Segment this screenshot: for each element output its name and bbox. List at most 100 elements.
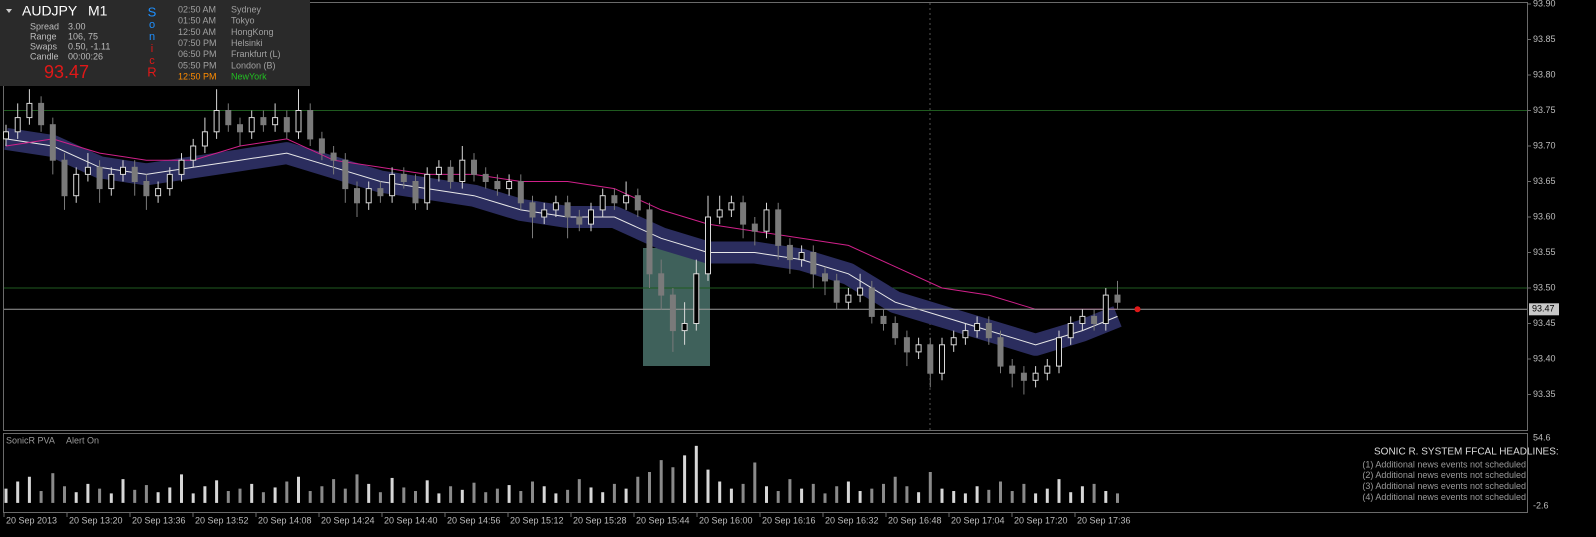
y-tick-label: 93.80	[1533, 69, 1556, 79]
session-name: NewYork	[231, 72, 267, 82]
candle-body	[634, 195, 641, 211]
candle-body	[997, 337, 1004, 367]
candle-body	[108, 173, 115, 190]
volume-bar	[320, 486, 324, 503]
candle-body	[857, 287, 864, 296]
candle-body	[541, 209, 548, 218]
volume-bar	[975, 486, 979, 503]
y-tick-label: 93.45	[1533, 318, 1556, 328]
candle-body	[1079, 315, 1086, 324]
candle-body	[248, 117, 255, 133]
volume-bar	[1034, 493, 1038, 503]
info-panel	[0, 0, 310, 86]
volume-bar	[706, 469, 710, 503]
candle-body	[892, 323, 899, 339]
panel-arrow	[6, 9, 12, 13]
volume-bar	[601, 492, 605, 503]
news-title: SONIC R. SYSTEM FFCAL HEADLINES:	[1374, 447, 1559, 458]
session-time: 01:50 AM	[178, 16, 216, 26]
volume-bar	[519, 491, 523, 503]
volume-bar	[308, 491, 312, 503]
series-layer	[3, 89, 1527, 395]
volume-bar	[718, 481, 722, 503]
candle-body	[471, 159, 477, 175]
volume-bar	[460, 489, 464, 503]
volume-bar	[203, 486, 207, 503]
candle-body	[73, 173, 80, 197]
volume-bar	[402, 487, 406, 503]
candle-body	[424, 173, 431, 204]
candle-body	[1091, 315, 1098, 324]
volume-bar	[1069, 492, 1073, 503]
volume-bar	[542, 486, 546, 503]
x-tick-label: 20 Sep 17:04	[951, 515, 1005, 525]
session-time: 12:50 PM	[178, 72, 217, 82]
volume-pane	[3, 433, 1528, 513]
volume-bar	[987, 489, 991, 503]
volume-bar	[893, 476, 897, 503]
candle-body	[658, 273, 665, 296]
volume-bar	[882, 483, 885, 503]
volume-bar	[870, 488, 874, 503]
candle-body	[962, 330, 969, 339]
candle-body	[1056, 337, 1062, 367]
candle-body	[143, 181, 150, 197]
info-label: Spread	[30, 21, 59, 31]
volume-bar	[109, 493, 113, 503]
x-tick-label: 20 Sep 14:24	[321, 515, 375, 525]
volume-bar	[16, 481, 20, 503]
candle-body	[552, 202, 559, 211]
x-tick-label: 20 Sep 16:00	[699, 515, 753, 525]
news-line: (2) Additional news events not scheduled	[1362, 470, 1526, 480]
x-tick-label: 20 Sep 14:56	[447, 515, 501, 525]
volume-bar	[788, 479, 792, 503]
volume-bar	[273, 487, 277, 503]
volume-bar	[437, 493, 441, 503]
candle-body	[213, 110, 220, 133]
session-name: Frankfurt (L)	[231, 49, 281, 59]
candle-body	[1044, 365, 1051, 374]
sonic-letter: i	[151, 43, 153, 55]
volume-bar	[180, 474, 183, 503]
y-tick-label: 93.50	[1533, 282, 1556, 292]
x-tick-label: 20 Sep 16:32	[825, 515, 879, 525]
x-tick-label: 20 Sep 13:36	[132, 515, 186, 525]
volume-bar	[484, 492, 488, 503]
volume-bar	[156, 492, 160, 503]
sonic-letter: c	[149, 55, 155, 67]
candle-body	[1020, 372, 1027, 381]
volume-bar	[952, 491, 956, 503]
candle-body	[693, 273, 700, 324]
candle-body	[1009, 365, 1016, 374]
candle-body	[576, 216, 583, 225]
y-tick-label: 93.55	[1533, 247, 1556, 257]
symbol: AUDJPY	[22, 3, 78, 19]
info-rows: Spread 3.00 Range 106, 75 Swaps 0.50, -1.11 Ca…	[30, 4, 281, 81]
volume-bar	[215, 480, 219, 503]
candle-body	[96, 166, 103, 190]
info-value: 106, 75	[68, 31, 98, 41]
volume-bar	[343, 488, 347, 503]
volume-bar	[683, 455, 687, 503]
volume-bar	[86, 483, 90, 503]
x-tick-label: 20 Sep 13:20	[69, 515, 123, 525]
session-time: 12:50 AM	[178, 27, 216, 37]
candle-body	[389, 173, 396, 197]
volume-bar	[144, 485, 148, 503]
info-value: 3.00	[68, 21, 86, 31]
candle-body	[751, 223, 758, 232]
candle-body	[705, 216, 711, 275]
volume-bar	[928, 472, 932, 503]
volume-bar	[835, 486, 839, 503]
candle-body	[38, 102, 45, 126]
volume-bar	[63, 486, 66, 503]
volume-bar	[355, 474, 359, 503]
volume-bar	[648, 472, 651, 503]
sonic-letter: n	[149, 31, 155, 43]
x-tick-label: 20 Sep 16:16	[762, 515, 816, 525]
volume-bar	[729, 488, 733, 503]
candle-body	[49, 124, 56, 161]
y-tick-label: 93.35	[1533, 389, 1556, 399]
candle-body	[868, 287, 875, 317]
news-line: (1) Additional news events not scheduled	[1362, 459, 1526, 469]
